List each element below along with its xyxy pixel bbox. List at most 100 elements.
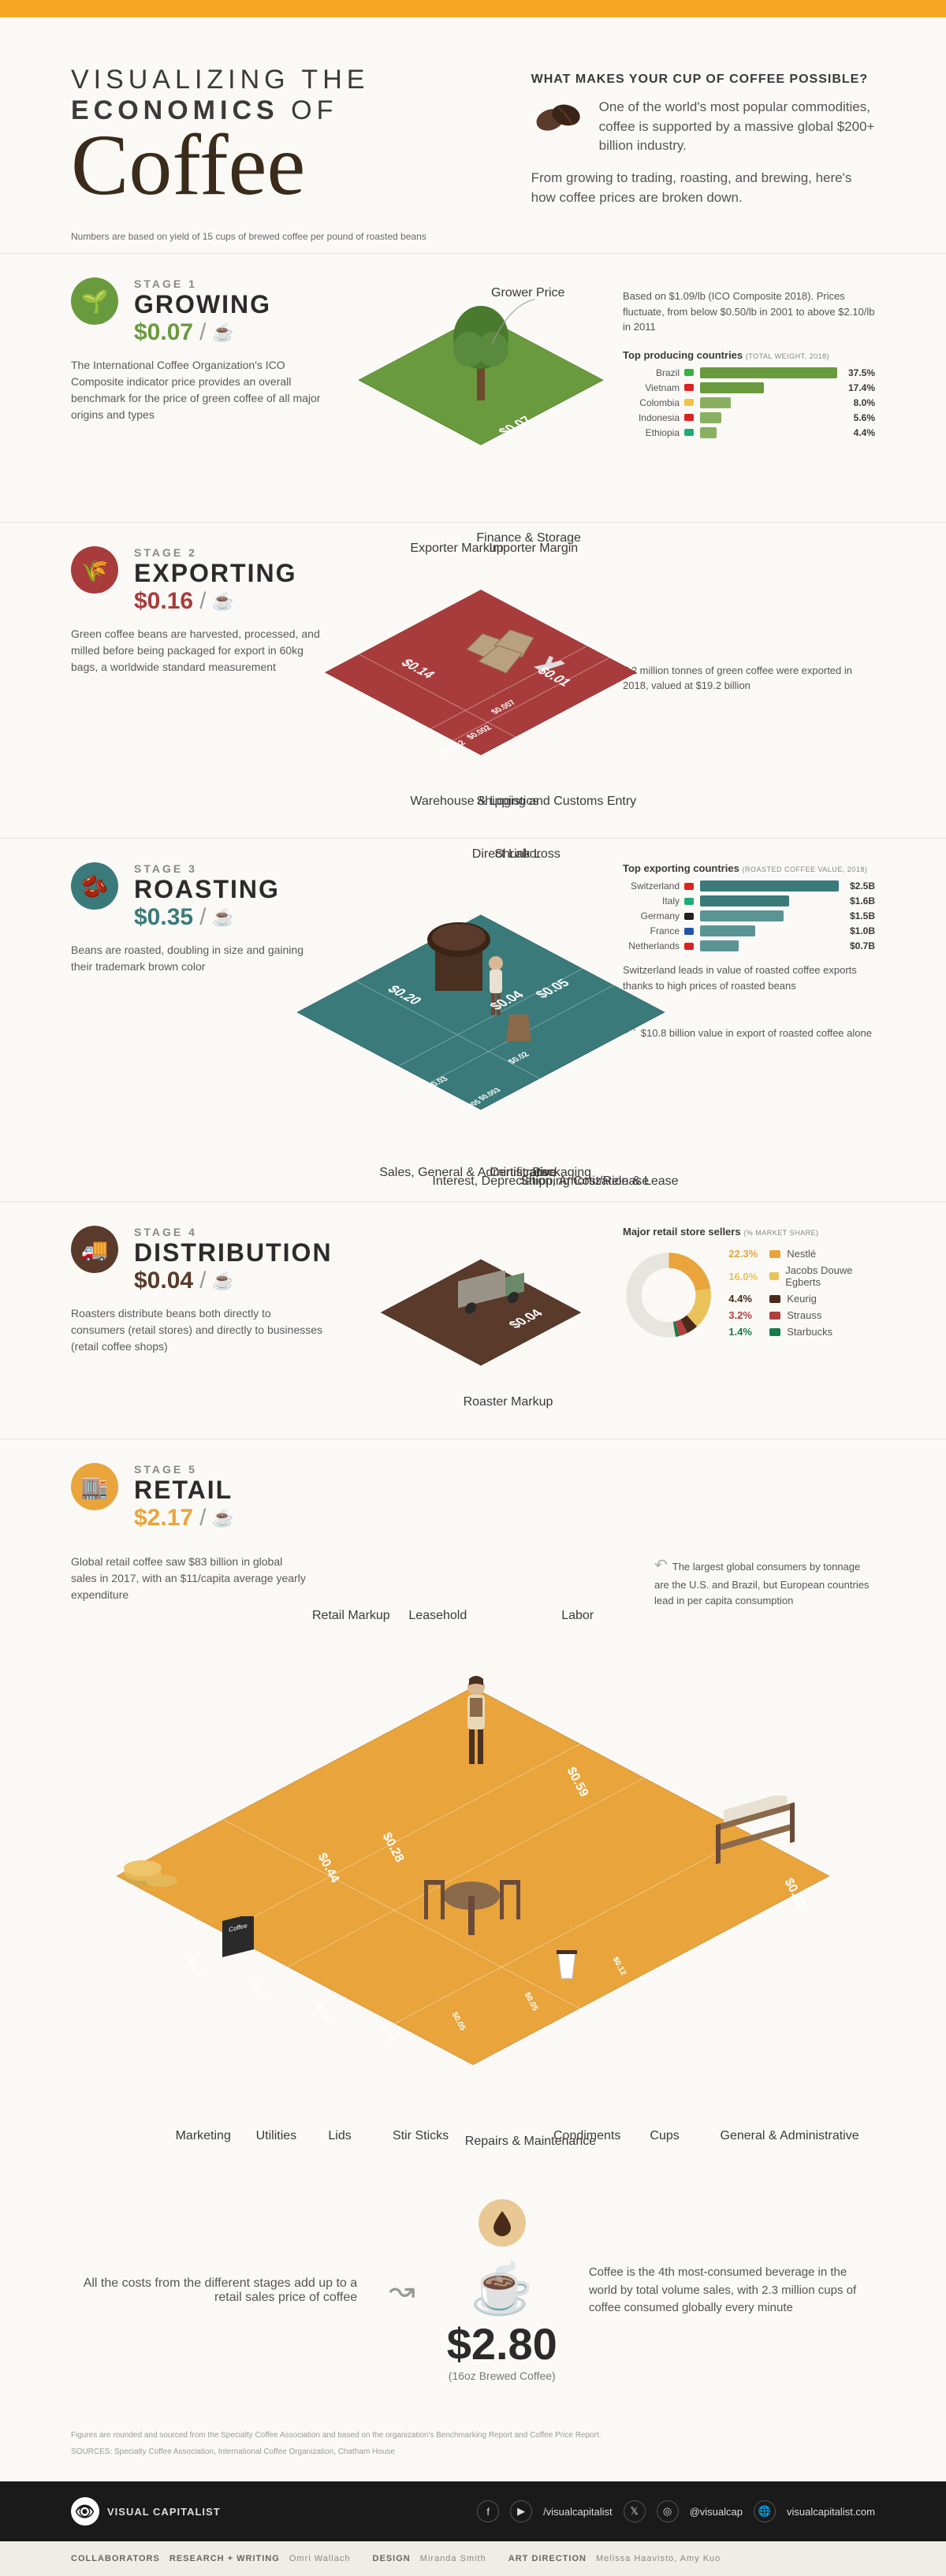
total-section: All the costs from the different stages …	[0, 2168, 946, 2429]
stage-price: $0.16/☕	[134, 588, 234, 615]
cost-value: $0.002	[438, 739, 467, 756]
stage-price: $0.07/☕	[134, 319, 234, 346]
cost-label: Labor	[561, 1609, 594, 1623]
exporting-note: 7.2 million tonnes of green coffee were …	[623, 663, 875, 694]
total-right-note: Coffee is the 4th most-consumed beverage…	[589, 2264, 875, 2317]
bar-track	[700, 880, 839, 892]
intro-p2: From growing to trading, roasting, and b…	[531, 169, 875, 207]
cost-label: Shrink Loss	[494, 847, 561, 862]
twitter-icon[interactable]: 𝕏	[624, 2500, 646, 2522]
intro-question: WHAT MAKES YOUR CUP OF COFFEE POSSIBLE?	[531, 73, 875, 87]
bar-track	[700, 397, 843, 408]
sources-line: Figures are rounded and sourced from the…	[71, 2429, 875, 2441]
stage-1-growing: 🌱 STAGE 1 GROWING $0.07/☕ The Internatio…	[0, 253, 946, 522]
bar-label: Switzerland	[623, 880, 694, 892]
bar-value: 37.5%	[848, 367, 875, 378]
exporting-icon: 🌾	[71, 546, 118, 594]
brand: 👁 VISUAL CAPITALIST	[71, 2497, 221, 2526]
bar-label: Italy	[623, 895, 694, 906]
stage-price: $2.17/☕	[134, 1505, 234, 1532]
stage-price: $0.35/☕	[134, 904, 234, 931]
stage-num: STAGE 2	[134, 546, 296, 559]
distribution-graphic: $0.04 Roaster Markup	[371, 1226, 591, 1399]
donut-legend: 22.3%Nestlé16.0%Jacobs Douwe Egberts4.4%…	[728, 1248, 875, 1342]
bar-row: Netherlands$0.7B	[623, 940, 875, 951]
instagram-icon[interactable]: ◎	[657, 2500, 679, 2522]
bar-label: Netherlands	[623, 940, 694, 951]
donut-legend-row: 22.3%Nestlé	[728, 1248, 875, 1260]
stage-name: EXPORTING	[134, 559, 296, 588]
bar-fill	[700, 910, 784, 921]
cup-icon: ☕	[212, 322, 234, 343]
facebook-icon[interactable]: f	[477, 2500, 499, 2522]
coffee-drop-icon	[479, 2199, 526, 2247]
bar-row: Italy$1.6B	[623, 895, 875, 906]
distribution-icon: 🚚	[71, 1226, 118, 1273]
bar-label: Colombia	[623, 397, 694, 408]
menu-board-icon: Coffee	[216, 1916, 263, 1971]
shelves-icon	[708, 1796, 810, 1874]
methodology-note: Numbers are based on yield of 15 cups of…	[0, 231, 946, 253]
bar-value: 5.6%	[854, 412, 875, 423]
coins-icon	[119, 1846, 182, 1893]
cup-icon: ☕	[212, 907, 234, 928]
bar-value: 17.4%	[848, 382, 875, 393]
collaborators-bar: COLLABORATORS RESEARCH + WRITING Omri Wa…	[0, 2541, 946, 2576]
donut-legend-row: 4.4%Keurig	[728, 1293, 875, 1305]
producing-countries-chart: Brazil37.5%Vietnam17.4%Colombia8.0%Indon…	[623, 367, 875, 438]
bar-value: 8.0%	[854, 397, 875, 408]
bar-chart-title: Top producing countries (TOTAL WEIGHT, 2…	[623, 349, 875, 361]
cost-label: Importer Margin	[489, 542, 578, 556]
bar-fill	[700, 412, 721, 423]
sources: Figures are rounded and sourced from the…	[0, 2429, 946, 2481]
youtube-icon[interactable]: ▶	[510, 2500, 532, 2522]
bar-value: 4.4%	[854, 427, 875, 438]
cost-label: Shipping and Customs Entry	[476, 795, 636, 809]
stage-price: $0.04/☕	[134, 1268, 234, 1294]
bar-fill	[700, 367, 837, 378]
cost-label: Lids	[328, 2129, 351, 2143]
bar-value: $1.5B	[850, 910, 875, 921]
bar-track	[700, 382, 837, 393]
brand-logo-icon: 👁	[71, 2497, 99, 2526]
exporting-countries-chart: Switzerland$2.5BItaly$1.6BGermany$1.5BFr…	[623, 880, 875, 951]
cost-label: Retail Markup	[312, 1609, 390, 1623]
footer-bar: 👁 VISUAL CAPITALIST f ▶ /visualcapitalis…	[0, 2481, 946, 2541]
bar-value: $1.0B	[850, 925, 875, 936]
cost-label: Cups	[650, 2129, 679, 2143]
globe-icon[interactable]: 🌐	[754, 2500, 776, 2522]
paper-cup-icon	[553, 1947, 580, 1982]
bar-fill	[700, 895, 789, 906]
cost-label: Roaster Markup	[464, 1395, 553, 1409]
cost-label: Leasehold	[408, 1609, 467, 1623]
cup-icon: ☕	[212, 591, 234, 612]
stage-2-exporting: 🌾 STAGE 2 EXPORTING $0.16/☕ Green coffee…	[0, 522, 946, 838]
title-line1: VISUALIZING THE	[71, 65, 484, 95]
retail-graphic: Coffee Retail Markup Leasehold Labor Mar…	[71, 1624, 875, 2128]
roasting-graphic: Direct Labor Shrink Loss Sales, General …	[371, 862, 591, 1162]
bar-label: Germany	[623, 910, 694, 921]
bar-track	[700, 895, 839, 906]
stage-desc: The International Coffee Organization's …	[71, 357, 323, 423]
top-accent-bar	[0, 0, 946, 17]
bar-fill	[700, 427, 717, 438]
cost-value: $0.02	[378, 2021, 394, 2042]
bar-row: Switzerland$2.5B	[623, 880, 875, 892]
cost-label: Utilities	[256, 2129, 297, 2143]
stage-desc: Roasters distribute beans both directly …	[71, 1305, 323, 1355]
title-block: VISUALIZING THE ECONOMICS OF Coffee	[71, 65, 484, 207]
intro-block: WHAT MAKES YOUR CUP OF COFFEE POSSIBLE? …	[531, 65, 875, 207]
donut-title: Major retail store sellers (% MARKET SHA…	[623, 1226, 875, 1238]
bar-row: Indonesia5.6%	[623, 412, 875, 423]
total-price: $2.80	[447, 2318, 557, 2369]
cost-label: Condiments	[553, 2129, 620, 2143]
retail-note: ↶The largest global consumers by tonnage…	[654, 1554, 875, 1608]
stage-desc: Global retail coffee saw $83 billion in …	[71, 1554, 307, 1608]
cost-label: Packaging	[532, 1166, 591, 1180]
bar-row: Colombia 8.0%	[623, 397, 875, 408]
cost-label: General & Administrative	[721, 2129, 859, 2143]
leader-line	[487, 296, 542, 352]
header: VISUALIZING THE ECONOMICS OF Coffee WHAT…	[0, 17, 946, 231]
stage-desc: Green coffee beans are harvested, proces…	[71, 626, 323, 676]
cup-icon: ☕	[212, 1508, 234, 1528]
